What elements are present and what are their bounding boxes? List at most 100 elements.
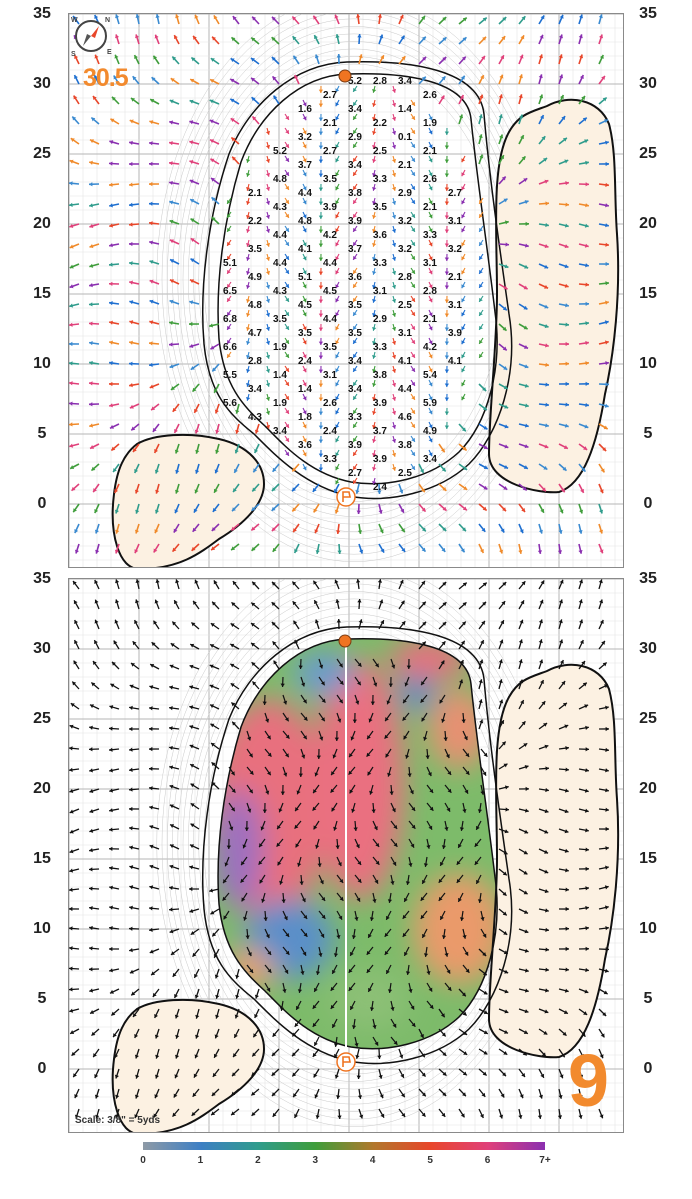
arrow-head <box>339 699 343 704</box>
arrow-head <box>190 930 195 935</box>
arrow-head <box>440 448 445 453</box>
colorbar-segment <box>487 1142 545 1150</box>
arrow-head <box>421 1072 426 1077</box>
arrow-head <box>89 704 94 709</box>
arrow-head <box>318 201 324 205</box>
arrow-head <box>149 786 153 791</box>
colorbar-label: 7+ <box>539 1155 551 1166</box>
arrow-head <box>540 508 545 513</box>
arrow-head <box>339 680 344 685</box>
arrow-head <box>265 284 271 289</box>
arrow-head <box>504 1029 509 1034</box>
arrow-head <box>504 464 509 469</box>
arrow-head <box>227 339 231 344</box>
arrow-head <box>149 885 154 890</box>
arrow-head <box>313 580 318 585</box>
arrow-head <box>400 35 405 40</box>
arrow-head <box>89 223 94 229</box>
arrow-head <box>351 935 357 939</box>
arrow-head <box>251 1071 256 1076</box>
arrow-head <box>428 354 433 359</box>
arrow-head <box>265 424 271 429</box>
arrow-head <box>544 888 549 894</box>
arrow-head <box>545 908 549 913</box>
arrow-head <box>212 36 217 41</box>
arrow-head <box>135 1074 140 1079</box>
arrow-head <box>319 664 324 669</box>
arrow-head <box>134 620 138 625</box>
arrow-head <box>374 1041 379 1046</box>
arrow-head <box>189 120 194 125</box>
arrow-head <box>545 967 549 972</box>
arrow-head <box>318 355 324 359</box>
arrow-head <box>357 1095 363 1099</box>
slope-value-label: 3.5 <box>273 314 287 325</box>
y-tick-label: 30 <box>33 640 51 657</box>
arrow-head <box>246 326 251 331</box>
arrow-head <box>353 479 357 484</box>
arrow-head <box>130 98 135 102</box>
arrow-head <box>503 763 508 768</box>
arrow-head <box>482 36 487 41</box>
arrow-head <box>109 827 113 832</box>
arrow-head <box>372 285 377 289</box>
arrow-head <box>585 203 589 208</box>
arrow-head <box>277 825 281 830</box>
arrow-head <box>223 879 227 884</box>
arrow-head <box>421 76 426 81</box>
arrow-head <box>353 227 357 232</box>
arrow-head <box>540 15 545 20</box>
arrow-head <box>149 320 154 325</box>
arrow-head <box>330 788 335 793</box>
arrow-head <box>351 1025 357 1029</box>
arrow-head <box>581 95 585 100</box>
arrow-head <box>150 98 155 103</box>
arrow-head <box>294 549 299 553</box>
arrow-head <box>134 1114 139 1119</box>
arrow-head <box>564 809 569 814</box>
arrow-head <box>559 660 564 664</box>
arrow-head <box>153 620 158 625</box>
slope-arrow-map: 5.2 2.8 3.4 2.7 2.6 1.6 3.4 1.4 2.1 2.2 1.9 3.2 2.9 0… <box>68 13 624 568</box>
arrow-head <box>72 681 77 686</box>
arrow-head <box>154 469 159 474</box>
arrow-head <box>461 992 466 997</box>
arrow-head <box>461 56 466 61</box>
arrow-head <box>134 55 138 60</box>
arrow-head <box>253 1033 258 1038</box>
arrow-head <box>69 966 73 971</box>
arrow-head <box>194 579 199 584</box>
arrow-head <box>313 15 318 20</box>
arrow-head <box>372 1024 377 1029</box>
arrow-head <box>444 187 450 191</box>
slope-value-label: 1.9 <box>273 342 287 353</box>
arrow-head <box>134 469 139 474</box>
arrow-head <box>313 825 318 830</box>
y-tick-label: 20 <box>33 215 51 232</box>
slope-value-label: 3.3 <box>373 174 387 185</box>
arrow-head <box>525 786 529 792</box>
arrow-head <box>480 640 484 645</box>
arrow-head <box>391 284 397 289</box>
arrow-head <box>411 325 415 330</box>
arrow-head <box>428 410 433 415</box>
arrow-head <box>463 486 468 490</box>
arrow-head <box>354 1042 359 1047</box>
slope-value-label: 2.5 <box>398 468 412 479</box>
slope-value-label: 3.4 <box>348 356 362 367</box>
arrow-head <box>368 987 372 992</box>
arrow-head <box>605 223 609 228</box>
arrow-head <box>559 509 564 514</box>
y-tick-label: 0 <box>37 1060 47 1077</box>
arrow-head <box>348 968 353 973</box>
arrow-head <box>190 823 195 828</box>
flag-icon <box>336 1052 356 1072</box>
arrow-head <box>605 705 609 710</box>
arrow-head <box>246 270 251 275</box>
arrow-head <box>265 130 271 135</box>
arrow-head <box>175 14 180 19</box>
arrow-head <box>565 181 569 186</box>
arrow-head <box>444 383 450 387</box>
arrow-head <box>212 1072 217 1077</box>
arrow-head <box>292 487 296 492</box>
